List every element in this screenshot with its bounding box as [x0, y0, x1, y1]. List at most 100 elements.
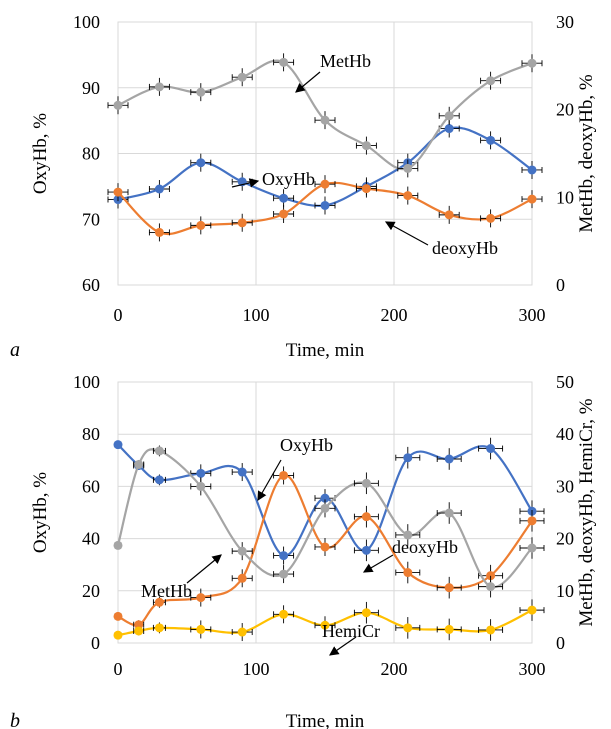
x-tick-label: 100 [243, 305, 270, 325]
data-point-deoxyHb [279, 470, 289, 480]
data-point-OxyHb [196, 158, 206, 168]
data-point-deoxyHb [196, 220, 206, 230]
y-tick-label: 100 [73, 372, 100, 392]
x-tick-label: 100 [243, 659, 270, 679]
data-point-OxyHb [486, 135, 496, 145]
y-tick-label: 0 [91, 633, 100, 653]
data-point-deoxyHb [196, 593, 206, 603]
data-point-deoxyHb [237, 573, 247, 583]
data-point-OxyHb [154, 475, 164, 485]
series-annotation-OxyHb: OxyHb [262, 169, 315, 189]
data-point-HemiCr [154, 623, 164, 633]
y2-tick-label: 0 [556, 275, 565, 295]
data-point-MetHb [361, 478, 371, 488]
data-point-MetHb [279, 569, 289, 579]
data-point-MetHb [320, 115, 330, 125]
annotation-arrow [362, 554, 394, 573]
x-axis-label: Time, min [286, 340, 365, 361]
data-point-OxyHb [320, 493, 330, 503]
data-point-MetHb [237, 546, 247, 556]
y-tick-label: 80 [82, 144, 100, 164]
data-point-HemiCr [486, 625, 496, 635]
annotation-arrow [295, 71, 321, 93]
data-point-MetHb [527, 58, 537, 68]
data-point-HemiCr [279, 609, 289, 619]
panel-label: a [10, 339, 20, 361]
data-point-MetHb [196, 481, 206, 491]
data-point-HemiCr [134, 626, 144, 636]
data-point-HemiCr [237, 627, 247, 637]
data-point-MetHb [237, 72, 247, 82]
data-point-OxyHb [279, 193, 289, 203]
x-tick-label: 300 [519, 659, 546, 679]
data-point-HemiCr [527, 605, 537, 615]
y-tick-label: 100 [73, 12, 100, 32]
annotation-arrow [257, 459, 282, 502]
data-point-deoxyHb [444, 210, 454, 220]
data-point-OxyHb [444, 124, 454, 134]
data-point-deoxyHb [320, 542, 330, 552]
annotation-arrow [329, 636, 357, 656]
data-point-OxyHb [444, 454, 454, 464]
data-point-OxyHb [361, 545, 371, 555]
x-tick-label: 200 [381, 659, 408, 679]
x-tick-label: 300 [519, 305, 546, 325]
data-point-MetHb [403, 163, 413, 173]
data-point-MetHb [113, 540, 123, 550]
panel-label: b [10, 710, 20, 729]
series-annotation-MetHb: MetHb [141, 581, 192, 601]
data-point-MetHb [444, 111, 454, 121]
data-point-deoxyHb [279, 209, 289, 219]
data-point-HemiCr [196, 624, 206, 634]
annotation-arrow [384, 221, 429, 246]
y2-tick-label: 20 [556, 100, 574, 120]
y-tick-label: 20 [82, 581, 100, 601]
x-axis-label: Time, min [286, 711, 365, 729]
data-point-deoxyHb [113, 611, 123, 621]
data-point-MetHb [279, 57, 289, 67]
data-point-MetHb [154, 446, 164, 456]
series-annotation-deoxyHb: deoxyHb [392, 537, 458, 557]
y2-tick-label: 30 [556, 476, 574, 496]
data-point-deoxyHb [154, 597, 164, 607]
data-point-OxyHb [237, 467, 247, 477]
data-point-OxyHb [154, 184, 164, 194]
series-line-MetHb [116, 448, 533, 589]
data-point-deoxyHb [486, 571, 496, 581]
annotation-arrow [231, 178, 260, 188]
data-point-deoxyHb [403, 191, 413, 201]
x-tick-label: 200 [381, 305, 408, 325]
data-point-MetHb [527, 543, 537, 553]
data-point-deoxyHb [154, 227, 164, 237]
y2-tick-label: 50 [556, 372, 574, 392]
data-point-deoxyHb [320, 179, 330, 189]
plot-area [117, 21, 533, 286]
data-point-MetHb [113, 100, 123, 110]
chart-panel-b: 0 20 40 60 80 100 0 10 20 30 40 50 0 100 200 300 Time, m… [10, 372, 597, 729]
y2-tick-label: 30 [556, 12, 574, 32]
data-point-deoxyHb [361, 512, 371, 522]
series-annotation-MetHb: MetHb [320, 51, 371, 71]
y-axis-label: OxyHb, % [30, 472, 51, 553]
data-point-MetHb [134, 459, 144, 469]
series-annotation-OxyHb: OxyHb [280, 435, 333, 455]
annotation-arrow [186, 554, 222, 584]
y-tick-label: 70 [82, 209, 100, 229]
data-point-HemiCr [444, 624, 454, 634]
data-point-MetHb [486, 76, 496, 86]
data-point-MetHb [361, 141, 371, 151]
data-point-deoxyHb [361, 184, 371, 194]
y2-axis-label: MetHb, deoxyHb, HemiCr, % [576, 398, 597, 626]
y2-tick-label: 40 [556, 424, 574, 444]
y2-tick-label: 10 [556, 187, 574, 207]
data-point-MetHb [444, 508, 454, 518]
data-point-HemiCr [403, 623, 413, 633]
data-point-MetHb [196, 87, 206, 97]
y2-tick-label: 10 [556, 581, 574, 601]
data-point-OxyHb [196, 468, 206, 478]
data-point-deoxyHb [444, 583, 454, 593]
series-line-OxyHb [117, 126, 533, 207]
data-point-deoxyHb [527, 516, 537, 526]
